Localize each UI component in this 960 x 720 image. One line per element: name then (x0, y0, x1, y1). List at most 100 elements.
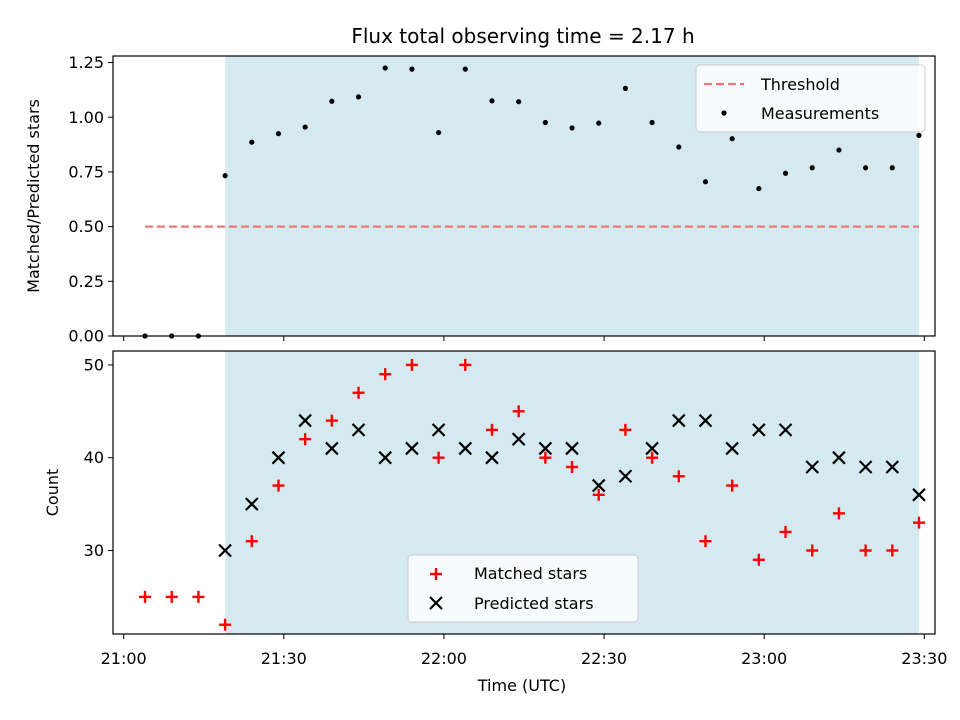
matched-star-point (619, 423, 632, 436)
matched-star-point (806, 544, 819, 557)
matched-star-point (379, 368, 392, 381)
predicted-star-point (511, 432, 526, 446)
matched-star-point (592, 488, 605, 501)
measurement-point (809, 165, 815, 171)
x-tick-label: 21:00 (101, 649, 147, 668)
x-tick-label: 23:00 (741, 649, 787, 668)
matched-star-point (245, 535, 258, 548)
measurement-point (649, 119, 655, 126)
predicted-star-point (645, 441, 659, 456)
predicted-star-point (538, 441, 553, 456)
matched-star-point (405, 358, 418, 371)
matched-star-point (512, 405, 525, 418)
y-tick-label: 0.75 (68, 162, 104, 181)
x-axis-label: Time (UTC) (477, 676, 566, 695)
predicted-star-point (378, 450, 392, 465)
legend-matched-swatch (430, 568, 442, 580)
measurement-point (702, 179, 709, 185)
matched-star-point (726, 479, 739, 492)
matched-star-point (832, 507, 845, 520)
predicted-star-point (351, 423, 366, 437)
predicted-star-point (591, 478, 606, 493)
matched-stars-points (139, 358, 925, 631)
matched-star-point (699, 535, 712, 548)
y-tick-label: 0.00 (68, 327, 104, 346)
legend-matched-label: Matched stars (474, 564, 587, 583)
matched-star-point (299, 433, 312, 446)
y-tick-label: 1.00 (68, 108, 104, 127)
top-y-axis-label: Matched/Predicted stars (24, 99, 43, 293)
predicted-star-point (271, 450, 286, 465)
predicted-star-point (698, 413, 713, 428)
bottom-y-axis-label: Count (43, 469, 62, 517)
predicted-star-point (832, 450, 846, 465)
predicted-stars-points (218, 413, 926, 558)
measurement-point (329, 98, 335, 104)
x-tick-label: 22:30 (581, 649, 627, 668)
top-legend-box (695, 64, 926, 133)
measurement-point (516, 99, 522, 105)
measurement-point (462, 66, 468, 72)
measurement-point (863, 165, 869, 171)
top-y-ticks: 0.00 0.25 0.50 0.75 1.00 1.25 (68, 53, 113, 346)
bottom-legend-box (407, 554, 639, 623)
measurement-point (676, 144, 682, 150)
matched-star-point (325, 414, 338, 427)
matched-star-point (752, 553, 765, 566)
x-tick-label: 22:00 (421, 649, 467, 668)
predicted-star-point (618, 469, 633, 484)
matched-star-point (886, 544, 899, 557)
predicted-star-point (805, 460, 820, 474)
top-panel: 0.00 0.25 0.50 0.75 1.00 1.25 Matched/Predict… (24, 53, 936, 346)
predicted-star-point (912, 488, 926, 502)
y-tick-label: 40 (84, 448, 104, 467)
predicted-star-point (778, 423, 793, 437)
measurement-point (355, 94, 362, 100)
predicted-star-point (245, 497, 259, 511)
measurement-point (622, 85, 629, 91)
measurement-points (142, 65, 922, 339)
bottom-panel: 30 40 50 21:00 21:30 22:00 22:30 23:00 23:30 Co… (43, 350, 947, 695)
predicted-star-point (565, 441, 579, 456)
measurement-point (596, 120, 602, 126)
predicted-star-point (858, 460, 873, 474)
matched-star-point (219, 618, 232, 631)
bottom-axes-frame (112, 350, 936, 635)
measurement-point (729, 136, 735, 142)
matched-star-point (779, 525, 792, 538)
matched-star-point (272, 479, 285, 492)
y-tick-label: 0.50 (68, 217, 104, 236)
matched-star-point (459, 358, 472, 371)
measurement-point (409, 66, 415, 72)
y-tick-label: 50 (84, 355, 104, 374)
measurement-point (782, 170, 789, 176)
measurement-point (889, 165, 895, 171)
measurement-point (542, 119, 548, 126)
matched-star-point (165, 590, 178, 603)
top-x-ticks (123, 336, 925, 341)
measurement-point (222, 173, 228, 179)
bottom-x-ticks: 21:00 21:30 22:00 22:30 23:00 23:30 (101, 634, 947, 668)
predicted-star-point (885, 460, 900, 474)
matched-star-point (485, 423, 498, 436)
x-tick-label: 23:30 (901, 649, 947, 668)
matched-star-point (539, 451, 552, 464)
measurement-point (382, 65, 388, 71)
matched-star-point (192, 590, 205, 603)
predicted-star-point (405, 441, 419, 456)
matched-star-point (139, 590, 152, 603)
measurement-point (569, 125, 575, 131)
measurement-point (489, 98, 495, 104)
y-tick-label: 1.25 (68, 53, 104, 72)
predicted-star-point (431, 423, 446, 437)
measurement-point (435, 129, 442, 136)
matched-star-point (859, 544, 872, 557)
y-tick-label: 0.25 (68, 272, 104, 291)
measurement-point (275, 131, 282, 137)
predicted-star-point (218, 543, 232, 558)
predicted-star-point (752, 423, 766, 437)
measurement-point (836, 147, 842, 153)
bottom-legend: Matched stars Predicted stars (407, 554, 639, 623)
bottom-y-ticks: 30 40 50 (84, 355, 113, 560)
